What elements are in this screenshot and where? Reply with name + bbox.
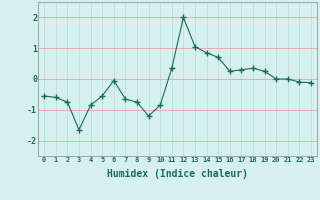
X-axis label: Humidex (Indice chaleur): Humidex (Indice chaleur)	[107, 169, 248, 179]
